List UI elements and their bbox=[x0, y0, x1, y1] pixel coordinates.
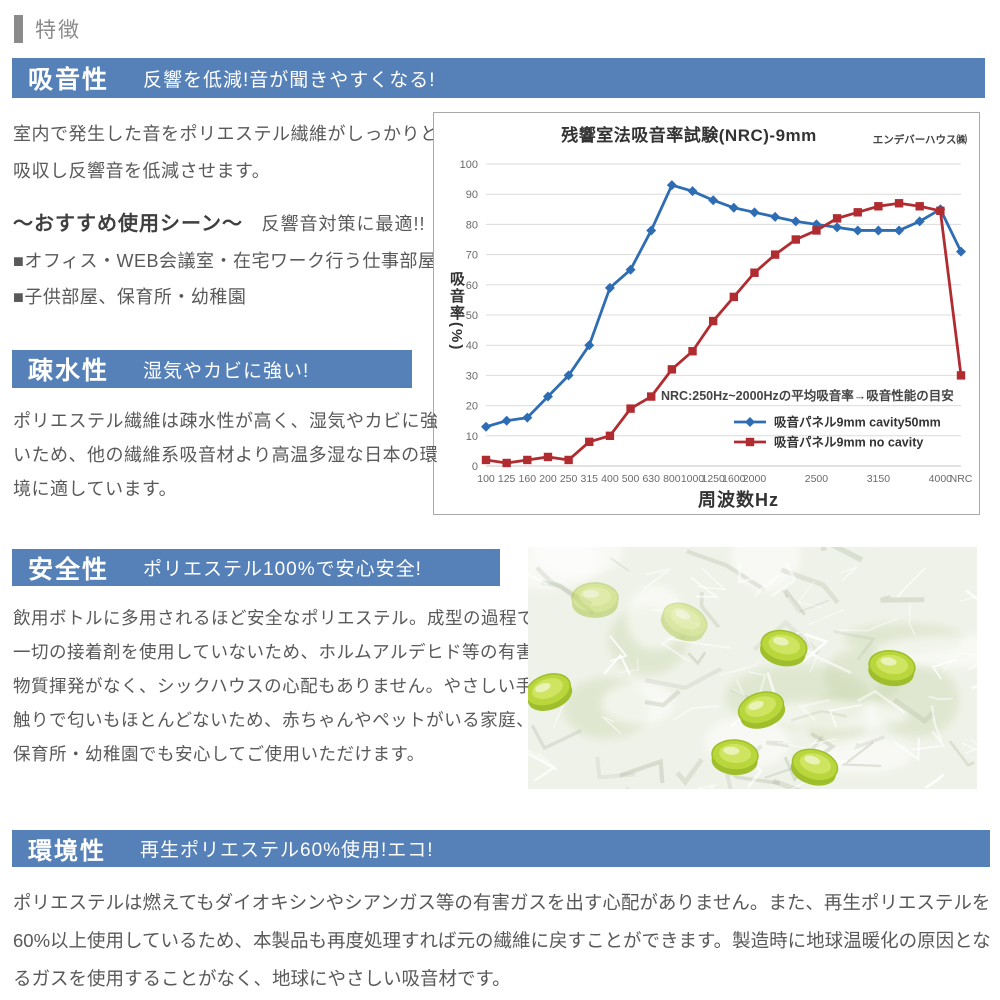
page-title: 特徴 bbox=[35, 19, 81, 42]
nrc-test-chart: 吸音率(%) 0 10 20 30 40 50 60 70 80 90 100 100 125 160 20… bbox=[433, 112, 980, 515]
svg-text:200: 200 bbox=[539, 473, 557, 485]
svg-text:吸音パネル9mm cavity50mm: 吸音パネル9mm cavity50mm bbox=[774, 415, 941, 430]
svg-text:400: 400 bbox=[601, 473, 619, 485]
banner-environment: 環境性 再生ポリエステル60%使用!エコ! bbox=[12, 830, 990, 867]
svg-text:90: 90 bbox=[466, 189, 478, 201]
svg-text:0: 0 bbox=[472, 461, 478, 473]
recommend-block: 〜おすすめ使用シーン〜 反響音対策に最適!! bbox=[13, 207, 425, 236]
banner-safety-title: 安全性 bbox=[28, 555, 110, 584]
svg-text:エンデバーハウス㈱: エンデバーハウス㈱ bbox=[873, 133, 968, 146]
svg-text:30: 30 bbox=[466, 370, 478, 382]
svg-text:NRC:250Hz~2000Hzの平均吸音率→吸音性能の目安: NRC:250Hz~2000Hzの平均吸音率→吸音性能の目安 bbox=[661, 388, 954, 403]
banner-sound-absorption-subtitle: 反響を低減!音が聞きやすくなる! bbox=[143, 69, 436, 91]
banner-safety: 安全性 ポリエステル100%で安心安全! bbox=[12, 549, 500, 586]
recommend-item-kids: ■子供部屋、保育所・幼稚園 bbox=[13, 287, 247, 307]
svg-text:2500: 2500 bbox=[805, 473, 829, 485]
svg-text:1600: 1600 bbox=[722, 473, 746, 485]
recommend-note: 反響音対策に最適!! bbox=[261, 214, 426, 234]
hydrophobic-body: ポリエステル繊維は疎水性が高く、湿気やカビに強いため、他の繊維系吸音材より高温多… bbox=[13, 411, 439, 499]
svg-text:160: 160 bbox=[519, 473, 537, 485]
svg-text:70: 70 bbox=[466, 250, 478, 262]
banner-hydrophobic-subtitle: 湿気やカビに強い! bbox=[143, 360, 310, 382]
environment-body: ポリエステルは燃えてもダイオキシンやシアンガス等の有害ガスを出す心配がありません… bbox=[13, 892, 991, 989]
safety-body: 飲用ボトルに多用されるほど安全なポリエステル。成型の過程で一切の接着剤を使用して… bbox=[13, 608, 535, 764]
svg-text:10: 10 bbox=[466, 431, 478, 443]
svg-text:800: 800 bbox=[663, 473, 681, 485]
svg-text:20: 20 bbox=[466, 401, 478, 413]
chart-y-axis-label: 吸音率(%) bbox=[448, 271, 465, 352]
svg-text:3150: 3150 bbox=[867, 473, 891, 485]
banner-hydrophobic: 疎水性 湿気やカビに強い! bbox=[12, 350, 412, 388]
banner-sound-absorption-title: 吸音性 bbox=[28, 66, 110, 94]
svg-text:315: 315 bbox=[580, 473, 598, 485]
svg-text:残響室法吸音率試験(NRC)-9mm: 残響室法吸音率試験(NRC)-9mm bbox=[561, 125, 817, 145]
svg-text:1000: 1000 bbox=[681, 473, 705, 485]
sound-absorption-body: 室内で発生した音をポリエステル繊維がしっかりと吸収し反響音を低減させます。 bbox=[13, 124, 439, 181]
svg-text:80: 80 bbox=[466, 219, 478, 231]
svg-text:吸音パネル9mm no cavity: 吸音パネル9mm no cavity bbox=[774, 435, 923, 450]
svg-text:100: 100 bbox=[477, 473, 495, 485]
banner-safety-subtitle: ポリエステル100%で安心安全! bbox=[143, 559, 422, 580]
banner-environment-subtitle: 再生ポリエステル60%使用!エコ! bbox=[140, 840, 434, 861]
recommend-title: 〜おすすめ使用シーン〜 bbox=[13, 213, 243, 235]
recommend-item-office: ■オフィス・WEB会議室・在宅ワーク行う仕事部屋 bbox=[13, 251, 437, 271]
chart-canvas: 0 10 20 30 40 50 60 70 80 90 100 100 125 160 200 250 315… bbox=[434, 113, 979, 514]
svg-text:500: 500 bbox=[622, 473, 640, 485]
svg-text:125: 125 bbox=[498, 473, 516, 485]
svg-text:60: 60 bbox=[466, 280, 478, 292]
page-header: 特徴 bbox=[14, 14, 81, 44]
banner-hydrophobic-title: 疎水性 bbox=[28, 357, 110, 385]
svg-text:50: 50 bbox=[466, 310, 478, 322]
svg-text:40: 40 bbox=[466, 340, 478, 352]
header-accent-bar bbox=[14, 15, 23, 43]
svg-text:周波数Hz: 周波数Hz bbox=[698, 489, 779, 510]
svg-text:630: 630 bbox=[642, 473, 660, 485]
svg-text:4000: 4000 bbox=[929, 473, 953, 485]
banner-environment-title: 環境性 bbox=[28, 838, 106, 865]
svg-text:250: 250 bbox=[560, 473, 578, 485]
svg-text:1250: 1250 bbox=[701, 473, 725, 485]
svg-text:2000: 2000 bbox=[743, 473, 767, 485]
svg-text:100: 100 bbox=[460, 159, 478, 171]
svg-text:NRC: NRC bbox=[950, 473, 973, 485]
photo-canvas bbox=[528, 547, 977, 789]
banner-sound-absorption: 吸音性 反響を低減!音が聞きやすくなる! bbox=[12, 58, 985, 98]
recycled-pet-bottles-photo bbox=[528, 547, 977, 789]
